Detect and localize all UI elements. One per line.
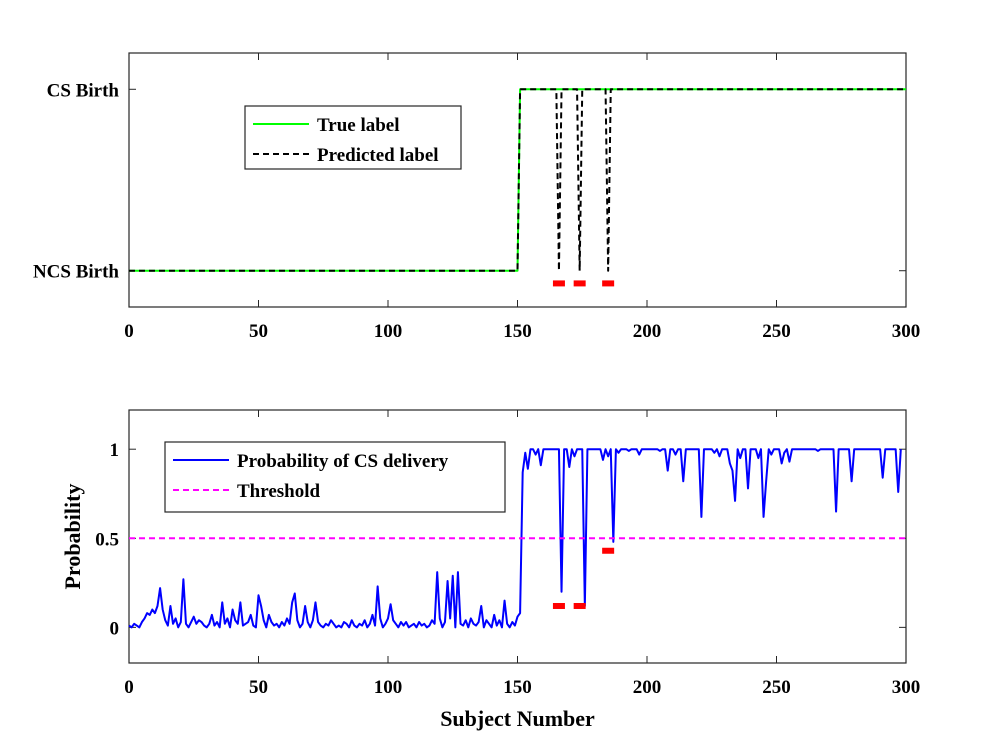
y-tick-label: 0 bbox=[110, 618, 120, 639]
legend-entry: Threshold bbox=[237, 481, 321, 502]
x-tick-label: 250 bbox=[762, 677, 791, 698]
legend-entry: Predicted label bbox=[317, 145, 439, 166]
x-tick-label: 100 bbox=[374, 321, 403, 342]
x-tick-label: 200 bbox=[633, 677, 662, 698]
x-tick-label: 150 bbox=[503, 321, 532, 342]
bottom-axes: 0 50 100 150 200 250 300 0 0.5 1 Subject Number Pro… bbox=[60, 409, 921, 731]
y-tick-label: NCS Birth bbox=[33, 262, 119, 283]
x-tick-label: 0 bbox=[124, 321, 134, 342]
legend: Probability of CS delivery Threshold bbox=[164, 441, 506, 513]
series-line-predicted-label bbox=[129, 88, 906, 272]
legend-box bbox=[164, 441, 506, 513]
x-axis-label: Subject Number bbox=[440, 706, 595, 731]
x-tick-label: 50 bbox=[249, 677, 268, 698]
top-axes: 0 50 100 150 200 250 300 NCS Birth CS Birth True … bbox=[33, 52, 921, 342]
x-tick-label: 150 bbox=[503, 677, 532, 698]
x-tick-label: 100 bbox=[374, 677, 403, 698]
x-tick-label: 300 bbox=[892, 321, 921, 342]
legend: True label Predicted label bbox=[244, 105, 462, 170]
legend-entry: True label bbox=[317, 115, 400, 136]
y-tick-label: CS Birth bbox=[47, 80, 120, 101]
y-axis-label: Probability bbox=[60, 484, 85, 590]
x-tick-label: 250 bbox=[762, 321, 791, 342]
x-tick-label: 50 bbox=[249, 321, 268, 342]
series-line-probability-of-cs-delivery bbox=[128, 448, 902, 629]
legend-box bbox=[244, 105, 462, 170]
legend-entry: Probability of CS delivery bbox=[237, 451, 449, 472]
x-tick-label: 200 bbox=[633, 321, 662, 342]
x-tick-label: 0 bbox=[124, 677, 134, 698]
y-tick-label: 1 bbox=[110, 440, 120, 461]
x-tick-label: 300 bbox=[892, 677, 921, 698]
y-tick-label: 0.5 bbox=[95, 529, 119, 550]
